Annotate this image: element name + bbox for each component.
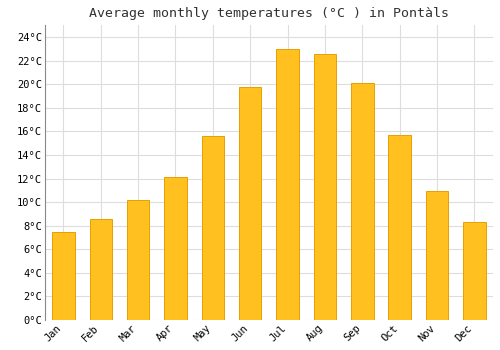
- Bar: [388, 135, 411, 320]
- Bar: [164, 177, 186, 320]
- Bar: [463, 222, 485, 320]
- Bar: [426, 191, 448, 320]
- Bar: [52, 232, 74, 320]
- Bar: [202, 136, 224, 320]
- Bar: [314, 54, 336, 320]
- Bar: [276, 49, 299, 320]
- Bar: [127, 200, 150, 320]
- Bar: [90, 219, 112, 320]
- Bar: [351, 83, 374, 320]
- Title: Average monthly temperatures (°C ) in Pontàls: Average monthly temperatures (°C ) in Po…: [89, 7, 449, 20]
- Bar: [239, 86, 262, 320]
